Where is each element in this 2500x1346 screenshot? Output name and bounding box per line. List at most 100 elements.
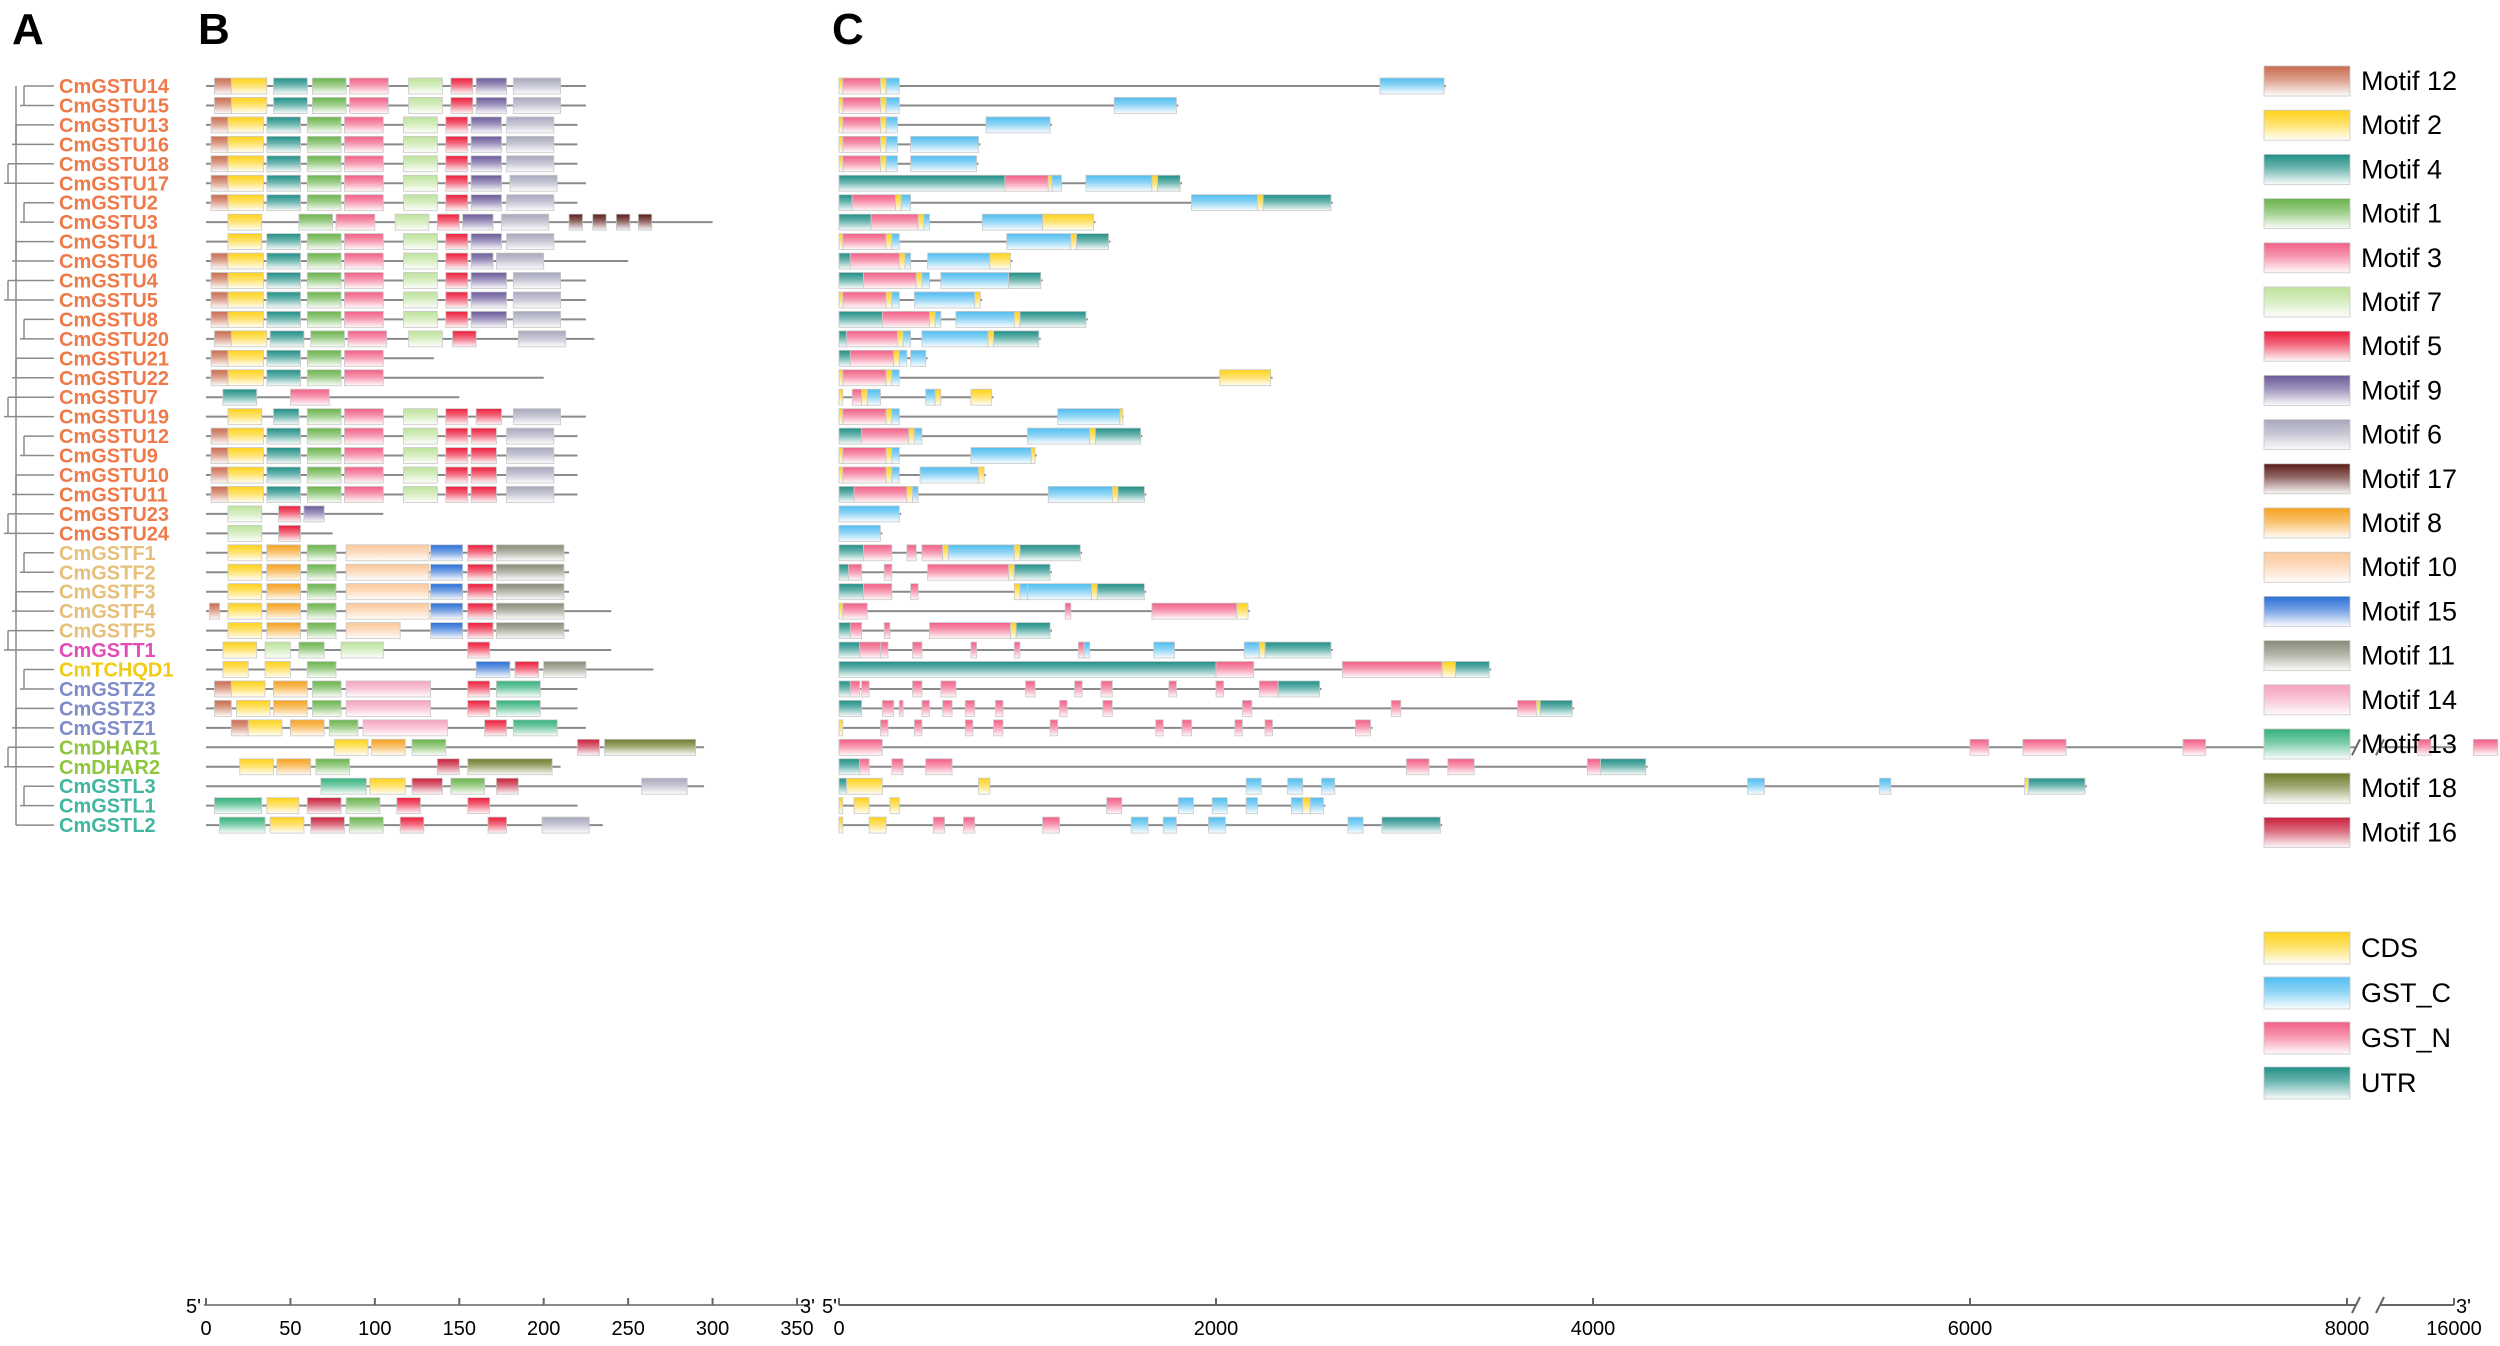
gene-axis-5prime: 5' [822, 1296, 837, 1318]
motif-9-box [470, 194, 502, 212]
motif-2-box [222, 661, 249, 678]
gst-c-box [885, 97, 900, 114]
motif-14-box [345, 680, 431, 698]
motif-3-box [344, 427, 384, 445]
motif-10-box [345, 622, 401, 639]
motif-2-box [227, 447, 264, 464]
motif-4-box [266, 174, 301, 192]
gst-n-box [1215, 661, 1255, 678]
gst-n-box [849, 680, 861, 698]
motif-8-box [266, 602, 301, 620]
cds-box [1070, 233, 1077, 251]
motif-1-box [311, 77, 347, 95]
motif-6-box [501, 213, 550, 231]
gst-c-box [891, 369, 900, 387]
gene-name-cmgstu22: CmGSTU22 [59, 368, 169, 390]
gene-axis: 5' 3' 0 2000 4000 6000 8000 16000 [822, 1296, 2482, 1340]
gst-n-box [880, 641, 889, 659]
gst-n-box [891, 758, 904, 776]
legend-gst-n-label: GST_N [2361, 1023, 2451, 1053]
motif-6-box [541, 816, 590, 834]
cds-box [1013, 544, 1021, 562]
motif-7-box [408, 97, 443, 114]
motif-4-box [266, 466, 301, 484]
gst-n-box [1168, 680, 1177, 698]
motif-12-box [208, 602, 220, 620]
legend-gst-n-swatch [2263, 1021, 2351, 1055]
motif-13-box [496, 680, 541, 698]
gst-n-box [963, 816, 976, 834]
gst-c-box [919, 466, 979, 484]
motif-2-box [227, 427, 264, 445]
gene-name-cmgstz2: CmGSTZ2 [59, 679, 156, 701]
gene-name-cmgstu15: CmGSTU15 [59, 95, 169, 117]
cds-box [1302, 797, 1311, 815]
motif-1-box [306, 194, 342, 212]
motif-4-box [269, 330, 305, 348]
gst-n-box [863, 272, 917, 289]
gene-name-cmgstl2: CmGSTL2 [59, 815, 156, 837]
gst-c-box [1130, 816, 1149, 834]
cds-box [915, 272, 923, 289]
cds-box [885, 447, 893, 464]
utr-box [1157, 174, 1181, 192]
cds-box [838, 155, 844, 173]
cds-box [838, 388, 844, 406]
motif-2-box [227, 155, 264, 173]
motif-1-box [306, 310, 342, 328]
gene-name-cmgstu24: CmGSTU24 [59, 523, 170, 545]
motif-5-box [278, 505, 301, 523]
gst-n-box [842, 116, 881, 134]
motif-2-box [239, 758, 274, 776]
utr-box [838, 563, 849, 581]
gst-c-box [891, 233, 900, 251]
motif-6-box [496, 252, 545, 270]
gst-c-box [1047, 486, 1113, 503]
gene-name-cmgstf3: CmGSTF3 [59, 582, 156, 604]
gst-n-box [842, 602, 868, 620]
gene-structure-panel [838, 77, 2499, 834]
motif-5-box [452, 330, 477, 348]
gst-c-box [1243, 641, 1260, 659]
motif-5-box [470, 447, 497, 464]
gst-c-box [925, 388, 936, 406]
cds-box [853, 797, 870, 815]
motif-12-box [210, 466, 229, 484]
gst-n-box [842, 447, 887, 464]
motif-7-box [227, 524, 263, 542]
motif-2-box [227, 174, 264, 192]
motif-2-box [227, 408, 263, 426]
motif-axis-tick-label: 100 [358, 1318, 391, 1340]
cds-box [838, 816, 844, 834]
motif-6-box [512, 408, 562, 426]
motif-2-box [247, 719, 283, 737]
gst-n-box [880, 719, 889, 737]
motif-8-box [273, 700, 308, 717]
cds-box [1219, 369, 1272, 387]
legend-cds-swatch [2263, 931, 2351, 965]
phylogenetic-tree [4, 85, 54, 826]
cds-box [917, 213, 925, 231]
motif-5-box [445, 194, 469, 212]
gst-n-box [964, 719, 974, 737]
motif-2-box [266, 797, 300, 815]
utr-box [838, 349, 851, 367]
gene-name-cmgstu7: CmGSTU7 [59, 387, 158, 409]
motif-axis-tick-label: 300 [696, 1318, 729, 1340]
legend-motif-5-label: Motif 5 [2361, 331, 2442, 361]
gst-n-box [842, 77, 881, 95]
gene-name-cmgstu21: CmGSTU21 [59, 348, 169, 370]
cds-box [838, 369, 844, 387]
motif-6-box [506, 155, 555, 173]
utr-box [838, 680, 851, 698]
gst-c-box [1211, 797, 1228, 815]
cds-box [838, 466, 844, 484]
motif-14-box [362, 719, 448, 737]
motif-5-box [436, 213, 460, 231]
motif-4-box [266, 233, 301, 251]
motif-4-box [266, 272, 301, 289]
gene-name-cmgstu5: CmGSTU5 [59, 290, 158, 312]
motif-4-box [266, 310, 301, 328]
gene-name-cmgstu9: CmGSTU9 [59, 446, 158, 468]
